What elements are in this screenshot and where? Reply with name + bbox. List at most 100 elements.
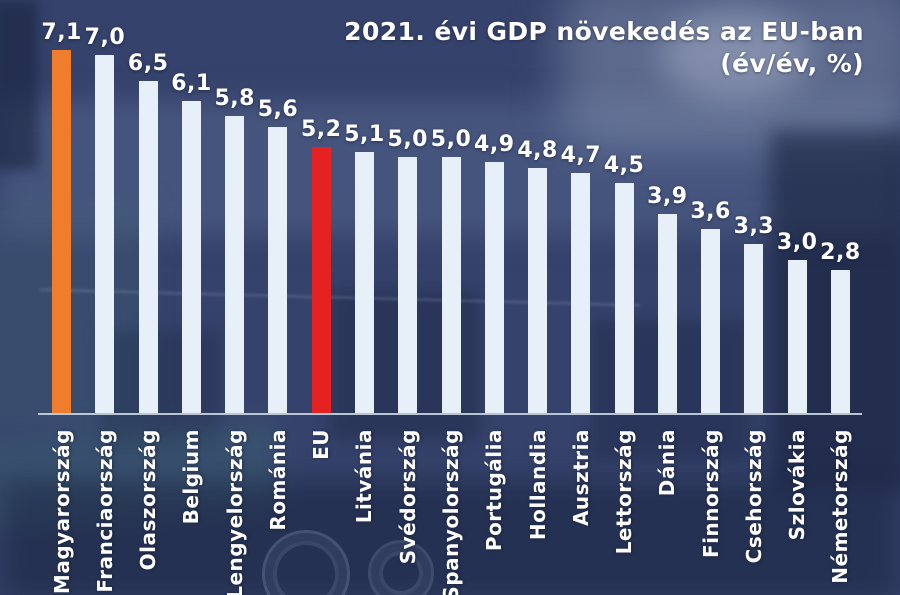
bar-hollandia bbox=[528, 168, 548, 413]
category-label-cell: Hollandia bbox=[516, 429, 559, 589]
bar-olaszorszag bbox=[138, 81, 158, 413]
background-highlight-shape bbox=[660, 10, 810, 100]
category-label-finnorszag: Finnország bbox=[698, 429, 723, 558]
fan-vent-icon bbox=[262, 530, 350, 595]
bar-value-label: 4,9 bbox=[474, 132, 515, 157]
bar-column-franciaorszag: 7,0 bbox=[83, 13, 126, 413]
bar-value-label: 5,1 bbox=[344, 122, 385, 147]
background-shape bbox=[0, 200, 150, 430]
chart-title-line1: 2021. évi GDP növekedés az EU-ban bbox=[344, 17, 864, 46]
category-label-cell: Finnország bbox=[689, 429, 732, 589]
category-label-eu: EU bbox=[309, 429, 334, 460]
bar-value-label: 4,5 bbox=[603, 153, 645, 178]
category-label-cell: Litvánia bbox=[343, 429, 386, 589]
bar-value-label: 6,1 bbox=[171, 71, 212, 96]
bar-magyarorszag bbox=[52, 50, 72, 413]
bar-finnorszag bbox=[701, 229, 721, 413]
bar-franciaorszag bbox=[95, 55, 115, 413]
bar-value-label: 3,3 bbox=[733, 214, 775, 239]
bar-column-szlovakia: 3,0 bbox=[776, 13, 819, 413]
category-label-cell: Franciaország bbox=[83, 429, 126, 593]
category-label-cell: Szlovákia bbox=[776, 429, 819, 589]
category-label-franciaorszag: Franciaország bbox=[92, 429, 117, 593]
category-label-szlovakia: Szlovákia bbox=[785, 429, 810, 541]
category-axis-labels: Magyarország Franciaország Olaszország Belg… bbox=[40, 429, 862, 595]
bar-value-label: 5,0 bbox=[387, 127, 428, 152]
bar-column-romania: 5,6 bbox=[256, 13, 299, 413]
category-label-cell: Dánia bbox=[646, 429, 689, 589]
bar-nemetorszag bbox=[830, 270, 850, 413]
bar-spanyolorszag bbox=[441, 157, 461, 413]
category-label-csehorszag: Csehország bbox=[741, 429, 766, 564]
bar-belgium bbox=[181, 101, 201, 413]
bar-column-csehorszag: 3,3 bbox=[732, 13, 775, 413]
bar-szlovakia bbox=[787, 260, 807, 413]
category-label-lettorszag: Lettország bbox=[612, 429, 637, 555]
category-label-cell: Belgium bbox=[170, 429, 213, 589]
bar-value-label: 3,9 bbox=[647, 184, 688, 209]
category-label-ausztria: Ausztria bbox=[568, 429, 593, 527]
category-label-cell: Lettország bbox=[602, 429, 645, 589]
bar-column-litvania: 5,1 bbox=[343, 13, 386, 413]
bar-value-label: 5,2 bbox=[300, 117, 342, 142]
bar-value-label: 3,6 bbox=[690, 199, 731, 224]
bar-eu bbox=[311, 147, 331, 413]
category-label-hollandia: Hollandia bbox=[525, 429, 550, 541]
bar-value-label: 4,7 bbox=[560, 143, 602, 168]
category-label-dania: Dánia bbox=[655, 429, 680, 497]
robot-arm-shape bbox=[560, 0, 900, 150]
bar-litvania bbox=[354, 152, 374, 413]
bar-value-label: 5,6 bbox=[257, 97, 299, 122]
fan-vent-icon bbox=[368, 540, 434, 595]
bar-column-finnorszag: 3,6 bbox=[689, 13, 732, 413]
plot-area: 7,1 7,0 6,5 6,1 5,8 5,6 5,2 5,1 5,0 5,0 4,9 4,8 4,7 4… bbox=[40, 13, 862, 413]
bar-portugalia bbox=[484, 162, 504, 413]
category-label-portugalia: Portugália bbox=[482, 429, 507, 552]
bar-column-hollandia: 4,8 bbox=[516, 13, 559, 413]
category-label-cell: Csehország bbox=[732, 429, 775, 589]
bar-romania bbox=[268, 127, 288, 413]
background-shape bbox=[0, 480, 900, 595]
bar-column-nemetorszag: 2,8 bbox=[819, 13, 862, 413]
category-label-cell: Magyarország bbox=[40, 429, 83, 594]
bar-column-svedorszag: 5,0 bbox=[386, 13, 429, 413]
bar-lengyelorszag bbox=[225, 116, 245, 413]
bar-lettorszag bbox=[614, 183, 634, 413]
bar-value-label: 7,1 bbox=[41, 20, 82, 45]
category-label-cell: EU bbox=[300, 429, 343, 589]
category-label-cell: Portugália bbox=[473, 429, 516, 589]
bar-value-label: 4,8 bbox=[517, 138, 558, 163]
bar-csehorszag bbox=[744, 244, 764, 413]
bar-value-label: 5,8 bbox=[214, 86, 255, 111]
category-label-spanyolorszag: Spanyolország bbox=[439, 429, 464, 595]
category-label-cell: Lengyelország bbox=[213, 429, 256, 595]
category-label-romania: Románia bbox=[265, 429, 290, 531]
bar-column-olaszorszag: 6,5 bbox=[127, 13, 170, 413]
category-label-cell: Olaszország bbox=[127, 429, 170, 589]
bar-ausztria bbox=[571, 173, 591, 413]
background-shape bbox=[0, 0, 38, 170]
bar-svedorszag bbox=[398, 157, 418, 413]
bar-column-lettorszag: 4,5 bbox=[602, 13, 645, 413]
bar-column-eu: 5,2 bbox=[300, 13, 343, 413]
bar-column-spanyolorszag: 5,0 bbox=[429, 13, 472, 413]
bar-column-lengyelorszag: 5,8 bbox=[213, 13, 256, 413]
chart-title: 2021. évi GDP növekedés az EU-ban (év/év… bbox=[344, 16, 864, 80]
category-label-belgium: Belgium bbox=[179, 429, 204, 525]
bar-value-label: 3,0 bbox=[776, 230, 818, 255]
category-label-cell: Románia bbox=[256, 429, 299, 589]
category-label-cell: Németország bbox=[819, 429, 862, 589]
category-label-magyarorszag: Magyarország bbox=[49, 429, 74, 595]
category-label-nemetorszag: Németország bbox=[828, 429, 853, 584]
bar-value-label: 6,5 bbox=[127, 51, 169, 76]
bar-dania bbox=[657, 214, 677, 413]
category-label-olaszorszag: Olaszország bbox=[136, 429, 161, 571]
category-label-litvania: Litvánia bbox=[352, 429, 377, 524]
bar-column-dania: 3,9 bbox=[646, 13, 689, 413]
chart-title-line2: (év/év, %) bbox=[720, 49, 864, 78]
category-label-cell: Spanyolország bbox=[429, 429, 472, 595]
bar-value-label: 7,0 bbox=[84, 25, 126, 50]
category-label-svedorszag: Svédország bbox=[395, 429, 420, 565]
category-label-cell: Svédország bbox=[386, 429, 429, 589]
